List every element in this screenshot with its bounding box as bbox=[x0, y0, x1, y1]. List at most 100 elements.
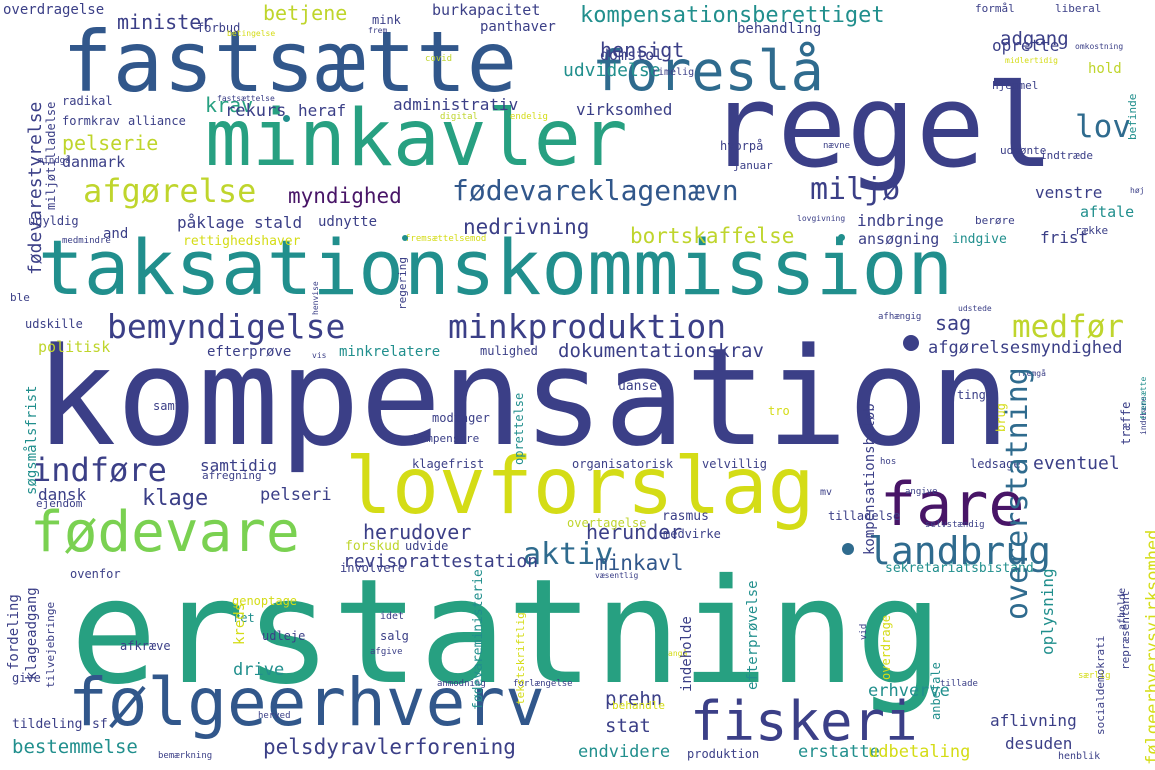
word: herved bbox=[258, 711, 291, 721]
word: sekretariatsbistand bbox=[885, 561, 1034, 576]
word: indtræde bbox=[1040, 149, 1093, 162]
word: hos bbox=[880, 457, 897, 467]
word: tilvejebringe bbox=[44, 601, 57, 688]
word: fødevarestyrelse bbox=[25, 101, 46, 275]
word: velvillig bbox=[702, 457, 768, 471]
word: minkavl bbox=[595, 551, 684, 575]
word: krav bbox=[205, 93, 254, 117]
word: afholde bbox=[1117, 587, 1128, 630]
word: ejendom bbox=[36, 497, 83, 510]
word: selvstændig bbox=[925, 520, 985, 530]
word: træffe bbox=[1119, 401, 1133, 445]
word: ugyldig bbox=[28, 214, 79, 228]
word: miljøtilladelse bbox=[44, 101, 58, 210]
word: påklage bbox=[177, 213, 245, 232]
word: klageadgang bbox=[24, 587, 40, 680]
word: hold bbox=[1088, 61, 1122, 77]
word: indbringe bbox=[857, 211, 944, 230]
word: indføre bbox=[32, 451, 167, 489]
word: ovenfor bbox=[70, 567, 121, 581]
word: stald bbox=[254, 213, 303, 232]
word: lovgivning bbox=[797, 214, 846, 223]
word: tekstskriftlig bbox=[514, 612, 527, 705]
word: hensigt bbox=[600, 38, 685, 62]
word: hjemmel bbox=[992, 79, 1039, 92]
word: dansk bbox=[38, 485, 87, 504]
word: herudover bbox=[363, 520, 472, 544]
word: ansøgning bbox=[858, 230, 940, 248]
word: mv bbox=[820, 487, 833, 498]
word: salg bbox=[380, 629, 409, 643]
word: bemyndigelse bbox=[107, 307, 346, 346]
word: bortskaffelse bbox=[630, 224, 795, 248]
word: fastsættelse bbox=[217, 94, 275, 103]
word: eventuel bbox=[1033, 453, 1120, 474]
word: fastsætte bbox=[62, 13, 518, 111]
word: efterprøve bbox=[207, 344, 292, 360]
word: oplysning bbox=[1038, 568, 1057, 655]
word: uanset bbox=[618, 379, 665, 394]
word: danmark bbox=[62, 153, 126, 171]
word: frist bbox=[1040, 228, 1089, 247]
word: pelseri bbox=[260, 485, 332, 505]
word: mulighed bbox=[480, 344, 538, 358]
word: fødevareministerie bbox=[471, 569, 486, 710]
word: udstede bbox=[958, 304, 992, 313]
word: fremgå bbox=[1017, 369, 1046, 378]
word: lovforslag bbox=[345, 442, 815, 532]
word: klagefrist bbox=[412, 457, 485, 471]
word: regering bbox=[396, 257, 409, 310]
word: fordeling bbox=[6, 594, 22, 670]
word: afgørelse bbox=[83, 172, 257, 210]
word: ble bbox=[10, 291, 30, 304]
word: nævne bbox=[823, 141, 851, 151]
word: indgive bbox=[952, 232, 1007, 247]
word: fremsættelsemod bbox=[405, 234, 487, 244]
word: aftale bbox=[1080, 203, 1135, 221]
word: berøre bbox=[975, 214, 1015, 227]
decorative-dot bbox=[842, 543, 854, 555]
word: udnytte bbox=[318, 214, 378, 230]
word: formål bbox=[975, 2, 1015, 15]
word: samtidig bbox=[200, 456, 278, 475]
word: høj bbox=[1130, 186, 1145, 195]
word: genoptage bbox=[232, 594, 298, 608]
word: heraf bbox=[298, 101, 347, 120]
word: overdrage bbox=[879, 614, 893, 680]
word: panthaver bbox=[480, 19, 556, 35]
word: regel bbox=[708, 60, 1055, 194]
word: administrativ bbox=[393, 95, 519, 114]
word: vis bbox=[312, 351, 327, 360]
word: frem bbox=[368, 26, 388, 35]
word: sf bbox=[92, 717, 108, 732]
word: brug bbox=[994, 403, 1008, 432]
word: revisorattestation bbox=[343, 551, 539, 572]
word: mindgå bbox=[38, 156, 71, 166]
word: anmodning bbox=[437, 679, 486, 689]
word: lov bbox=[1075, 109, 1131, 145]
word: bestemmelse bbox=[12, 736, 138, 758]
word: dokumentationskrav bbox=[558, 340, 764, 362]
word: organisatorisk bbox=[572, 457, 674, 471]
word: særlig bbox=[1078, 671, 1111, 681]
word: domstol bbox=[600, 46, 664, 64]
word: prehn bbox=[605, 688, 663, 710]
word: minister bbox=[117, 10, 214, 34]
word: januar bbox=[733, 159, 773, 172]
word: væsentlig bbox=[595, 571, 639, 580]
word: minkavler bbox=[205, 94, 628, 184]
word: involvere bbox=[340, 561, 406, 575]
word: aflivning bbox=[990, 711, 1077, 730]
word: udmønte bbox=[1000, 144, 1047, 157]
decorative-dot bbox=[838, 234, 845, 241]
word: henblik bbox=[1058, 751, 1101, 762]
word: afgive bbox=[370, 647, 403, 657]
word: ret bbox=[233, 611, 255, 625]
word: oprettelse bbox=[512, 392, 526, 465]
word: søgsmålsfrist bbox=[24, 385, 40, 495]
word: aktiv bbox=[523, 537, 614, 572]
word: fødevare bbox=[30, 500, 300, 565]
word: foreslå bbox=[592, 39, 824, 103]
word: forskud bbox=[345, 539, 400, 554]
word: afgørelsesmyndighed bbox=[928, 338, 1123, 358]
